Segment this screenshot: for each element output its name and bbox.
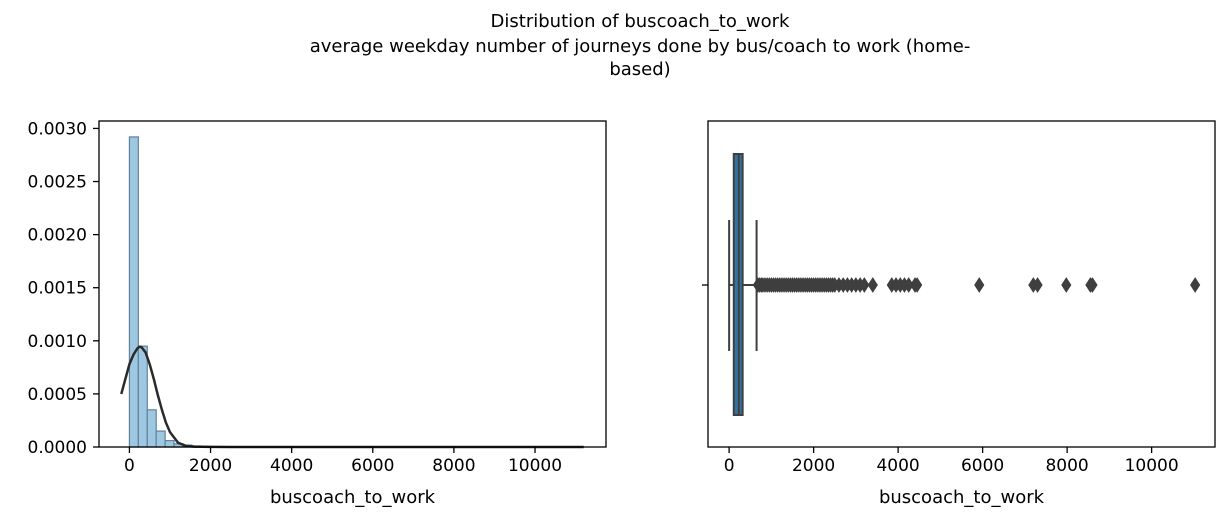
y-tick-label: 0.0005 (28, 385, 87, 405)
plot-frame (707, 120, 1216, 448)
chart-title-line-3: based) (609, 59, 671, 80)
outlier-point (859, 277, 870, 293)
y-tick-label: 0.0000 (28, 438, 87, 458)
histogram-bar (146, 409, 157, 448)
x-tick-label: 8000 (1045, 456, 1088, 476)
x-tick-label: 4000 (876, 456, 919, 476)
x-tick-label: 0 (124, 456, 135, 476)
chart-title-line-1: Distribution of buscoach_to_work (490, 11, 790, 32)
x-tick-label: 2000 (189, 456, 232, 476)
outlier-point (867, 277, 878, 293)
histogram-bar (164, 440, 175, 448)
histogram-bar (128, 136, 139, 448)
x-tick-label: 10000 (1125, 456, 1179, 476)
boxplot-panel: 0 2000 4000 6000 8000 10000 buscoach_to_work (702, 120, 1216, 508)
histogram-panel: 0 2000 4000 6000 8000 10000 0.0000 0.0005 0.0010… (28, 119, 607, 508)
x-tick-label: 0 (724, 456, 735, 476)
outlier-point (1032, 277, 1043, 293)
outlier-point (1190, 277, 1201, 293)
x-axis-label: buscoach_to_work (270, 487, 436, 508)
outlier-point (974, 277, 985, 293)
outlier-point (1061, 277, 1072, 293)
y-tick-label: 0.0030 (28, 119, 87, 139)
y-tick-label: 0.0015 (28, 279, 87, 299)
kde-line (120, 345, 584, 449)
x-tick-label: 2000 (792, 456, 835, 476)
x-tick-label: 8000 (432, 456, 475, 476)
x-axis-label: buscoach_to_work (879, 487, 1045, 508)
outlier-point (912, 277, 923, 293)
x-tick-label: 10000 (508, 456, 562, 476)
outlier-point (1087, 277, 1098, 293)
histogram-bar (137, 345, 148, 448)
x-tick-label: 6000 (351, 456, 394, 476)
x-tick-label: 4000 (270, 456, 313, 476)
histogram-bar (155, 430, 166, 448)
y-tick-label: 0.0025 (28, 173, 87, 193)
y-tick-label: 0.0020 (28, 226, 87, 246)
plot-frame (98, 120, 607, 448)
y-tick-label: 0.0010 (28, 332, 87, 352)
chart-title-line-2: average weekday number of journeys done … (309, 36, 971, 57)
x-tick-label: 6000 (961, 456, 1004, 476)
